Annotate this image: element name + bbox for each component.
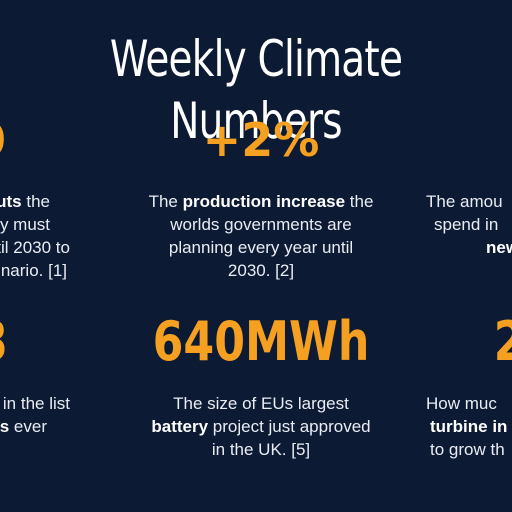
desc-bold: production increase — [182, 192, 346, 211]
stat-description: How muc turbine in to grow th — [380, 392, 512, 461]
stat-bottom-center: 640MWh The size of EUs largest battery p… — [121, 0, 401, 512]
desc-line-4: 2030. [2] — [227, 261, 295, 280]
stat-description: in the list s ever 4] — [0, 392, 130, 461]
page-title: Weekly Climate Numbers — [109, 30, 403, 150]
desc-line-1: The production increase the — [121, 190, 401, 213]
desc-line-1: The amou — [426, 192, 503, 211]
desc-line-3: in the UK. [5] — [211, 440, 311, 459]
stat-top-center: +2% The production increase the worlds g… — [121, 0, 401, 512]
desc-line-3: 4] — [0, 438, 130, 461]
desc-line-1: in the list — [2, 394, 70, 413]
stat-description: The amou spend in new — [380, 190, 512, 259]
desc-text: the — [21, 192, 50, 211]
desc-line-1: cuts the — [0, 190, 130, 213]
stat-bottom-left: 3 in the list s ever 4] — [0, 0, 130, 512]
desc-text: the — [345, 192, 374, 211]
stat-value: 0 — [0, 112, 130, 168]
stat-value: 640MWh — [152, 310, 370, 373]
stat-description: The production increase the worlds gover… — [121, 190, 401, 282]
desc-bold: battery — [151, 417, 209, 436]
stat-top-right: The amou spend in new — [380, 0, 512, 512]
desc-bold: cuts — [0, 192, 22, 211]
desc-line-1: The size of EUs largest — [173, 394, 349, 413]
desc-line-2: y must — [0, 215, 50, 234]
desc-bold: turbine in — [430, 417, 508, 436]
desc-line-3: til 2030 to — [0, 238, 70, 257]
desc-bold: s — [0, 417, 10, 436]
stat-description: The size of EUs largest battery project … — [121, 392, 401, 461]
stat-value: +2% — [202, 113, 320, 167]
desc-line-3: planning every year until — [168, 238, 354, 257]
desc-line-2: s ever — [0, 415, 130, 438]
stat-value: 2 — [405, 310, 512, 374]
desc-text: The — [148, 192, 183, 211]
desc-text: project just approved — [208, 417, 371, 436]
stat-value: 3 — [0, 310, 105, 374]
stat-description: cuts the y must til 2030 to nario. [1] — [0, 190, 130, 282]
desc-line-2: battery project just approved — [121, 415, 401, 438]
desc-line-4: nario. [1] — [0, 261, 67, 280]
desc-line-2: spend in — [434, 215, 499, 234]
stat-top-left: 0 cuts the y must til 2030 to nario. [1] — [0, 0, 130, 512]
desc-text: ever — [9, 417, 47, 436]
desc-line-2: worlds governments are — [170, 215, 352, 234]
desc-bold: new — [486, 238, 512, 257]
desc-line-1: How muc — [426, 394, 497, 413]
desc-line-3: to grow th — [430, 440, 505, 459]
stat-bottom-right: 2 How muc turbine in to grow th — [380, 0, 512, 512]
